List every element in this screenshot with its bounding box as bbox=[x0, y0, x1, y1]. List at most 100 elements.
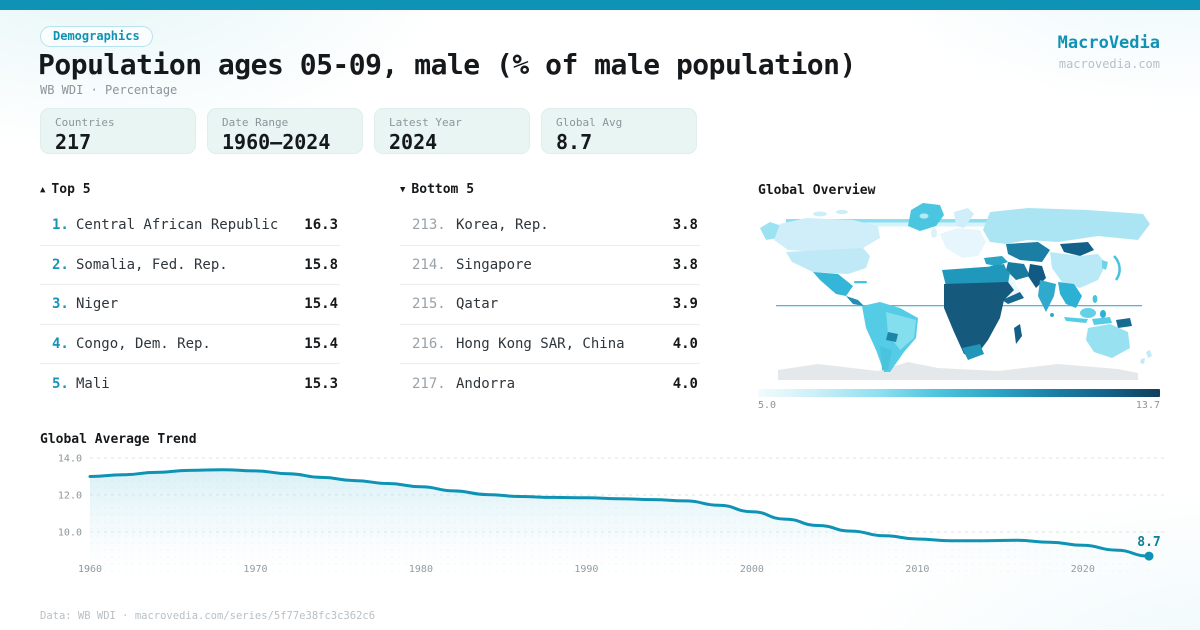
arctic-islands bbox=[836, 209, 848, 215]
page-subtitle: WB WDI · Percentage bbox=[40, 83, 178, 97]
triangle-down-icon: ▼ bbox=[400, 185, 406, 195]
map-color-scale bbox=[758, 389, 1160, 397]
stat-value: 217 bbox=[55, 130, 92, 154]
country-turkey bbox=[984, 256, 1008, 266]
svg-text:10.0: 10.0 bbox=[58, 528, 82, 539]
arctic-islands bbox=[813, 211, 827, 217]
stat-cards-row: Countries 217 Date Range 1960—2024 Lates… bbox=[40, 108, 697, 154]
country-mexico bbox=[813, 272, 853, 296]
list-item: 1. Central African Republic 16.3 bbox=[40, 206, 340, 246]
country-name: Mali bbox=[76, 375, 110, 392]
country-name: Central African Republic bbox=[76, 217, 279, 234]
country-australia bbox=[1086, 324, 1130, 358]
country-value: 3.9 bbox=[672, 296, 698, 313]
country-name: Congo, Dem. Rep. bbox=[76, 335, 211, 352]
country-india bbox=[1038, 280, 1056, 312]
country-bolivia bbox=[886, 332, 898, 342]
country-name: Korea, Rep. bbox=[456, 217, 549, 234]
country-name: Hong Kong SAR, China bbox=[456, 335, 625, 352]
country-name: Andorra bbox=[456, 375, 516, 392]
bottom5-header: ▼ Bottom 5 bbox=[400, 182, 700, 197]
country-value: 4.0 bbox=[672, 375, 698, 392]
region-central-asia bbox=[1006, 242, 1050, 262]
bottom5-rows: 213. Korea, Rep. 3.8 214. Singapore 3.8 215.… bbox=[400, 206, 700, 404]
continent-africa bbox=[944, 282, 1014, 356]
country-value: 4.0 bbox=[672, 335, 698, 352]
country-china bbox=[1050, 252, 1106, 288]
footer-source: Data: WB WDI · macrovedia.com/series/5f7… bbox=[40, 610, 376, 622]
list-item: 213. Korea, Rep. 3.8 bbox=[400, 206, 700, 246]
world-map bbox=[760, 203, 1152, 380]
country-name: Singapore bbox=[456, 256, 532, 273]
svg-text:8.7: 8.7 bbox=[1137, 535, 1160, 550]
svg-text:14.0: 14.0 bbox=[58, 454, 82, 465]
scale-min-label: 5.0 bbox=[758, 400, 777, 411]
list-item: 215. Qatar 3.9 bbox=[400, 285, 700, 325]
region-yemen-oman bbox=[1002, 292, 1024, 304]
country-argentina bbox=[880, 346, 892, 370]
region-southeast-asia bbox=[1058, 282, 1082, 308]
rank: 216. bbox=[412, 335, 446, 352]
category-badge: Demographics bbox=[40, 26, 153, 47]
list-item: 214. Singapore 3.8 bbox=[400, 246, 700, 285]
bottom5-header-label: Bottom 5 bbox=[411, 182, 475, 197]
list-item: 217. Andorra 4.0 bbox=[400, 364, 700, 404]
region-scandinavia bbox=[954, 208, 974, 228]
stat-card-date-range: Date Range 1960—2024 bbox=[207, 108, 363, 154]
map-title: Global Overview bbox=[758, 183, 876, 198]
country-cuba bbox=[854, 281, 867, 284]
country-korea bbox=[1102, 260, 1108, 270]
triangle-up-icon: ▲ bbox=[40, 185, 46, 195]
top5-header: ▲ Top 5 bbox=[40, 182, 340, 197]
country-usa bbox=[786, 248, 870, 274]
stat-card-global-avg: Global Avg 8.7 bbox=[541, 108, 697, 154]
stat-card-countries: Countries 217 bbox=[40, 108, 196, 154]
island-borneo bbox=[1080, 308, 1096, 318]
rank: 213. bbox=[412, 217, 446, 234]
country-name: Somalia, Fed. Rep. bbox=[76, 256, 228, 273]
rank: 215. bbox=[412, 296, 446, 313]
list-item: 216. Hong Kong SAR, China 4.0 bbox=[400, 325, 700, 364]
country-value: 15.8 bbox=[304, 256, 338, 273]
country-value: 15.4 bbox=[304, 335, 338, 352]
stat-label: Global Avg bbox=[556, 116, 623, 129]
rank: 214. bbox=[412, 256, 446, 273]
stat-label: Latest Year bbox=[389, 116, 462, 129]
country-sri-lanka bbox=[1050, 313, 1054, 317]
country-south-africa bbox=[962, 344, 984, 360]
stat-label: Countries bbox=[55, 116, 115, 129]
top-accent-bar bbox=[0, 0, 1200, 10]
stat-value: 1960—2024 bbox=[222, 130, 331, 154]
country-value: 3.8 bbox=[672, 217, 698, 234]
rank: 217. bbox=[412, 375, 446, 392]
rank: 5. bbox=[52, 375, 69, 392]
rank: 2. bbox=[52, 256, 69, 273]
country-philippines bbox=[1092, 295, 1098, 303]
stat-label: Date Range bbox=[222, 116, 289, 129]
list-item: 3. Niger 15.4 bbox=[40, 285, 340, 325]
country-name: Niger bbox=[76, 296, 119, 313]
country-mongolia bbox=[1060, 242, 1094, 256]
trend-title: Global Average Trend bbox=[40, 432, 197, 447]
region-central-america bbox=[846, 296, 864, 306]
country-iran bbox=[1006, 262, 1030, 280]
rank: 3. bbox=[52, 296, 69, 313]
country-canada bbox=[774, 218, 880, 252]
list-item: 2. Somalia, Fed. Rep. 15.8 bbox=[40, 246, 340, 285]
country-value: 15.3 bbox=[304, 375, 338, 392]
country-iceland bbox=[919, 213, 929, 219]
country-new-zealand bbox=[1140, 350, 1152, 364]
map-scale-labels: 5.0 13.7 bbox=[758, 400, 1160, 411]
trend-chart: 14.012.010.01960197019801990200020102020… bbox=[58, 454, 1165, 578]
country-value: 15.4 bbox=[304, 296, 338, 313]
top5-rows: 1. Central African Republic 16.3 2. Somalia… bbox=[40, 206, 340, 404]
brand-name: MacroVedia bbox=[1057, 33, 1160, 53]
list-item: 4. Congo, Dem. Rep. 15.4 bbox=[40, 325, 340, 364]
list-item: 5. Mali 15.3 bbox=[40, 364, 340, 404]
country-madagascar bbox=[1014, 324, 1022, 344]
country-indonesia bbox=[1064, 317, 1112, 325]
region-north-africa bbox=[942, 266, 1010, 286]
country-papua-new-guinea bbox=[1116, 318, 1132, 328]
scale-max-label: 13.7 bbox=[1135, 400, 1160, 411]
